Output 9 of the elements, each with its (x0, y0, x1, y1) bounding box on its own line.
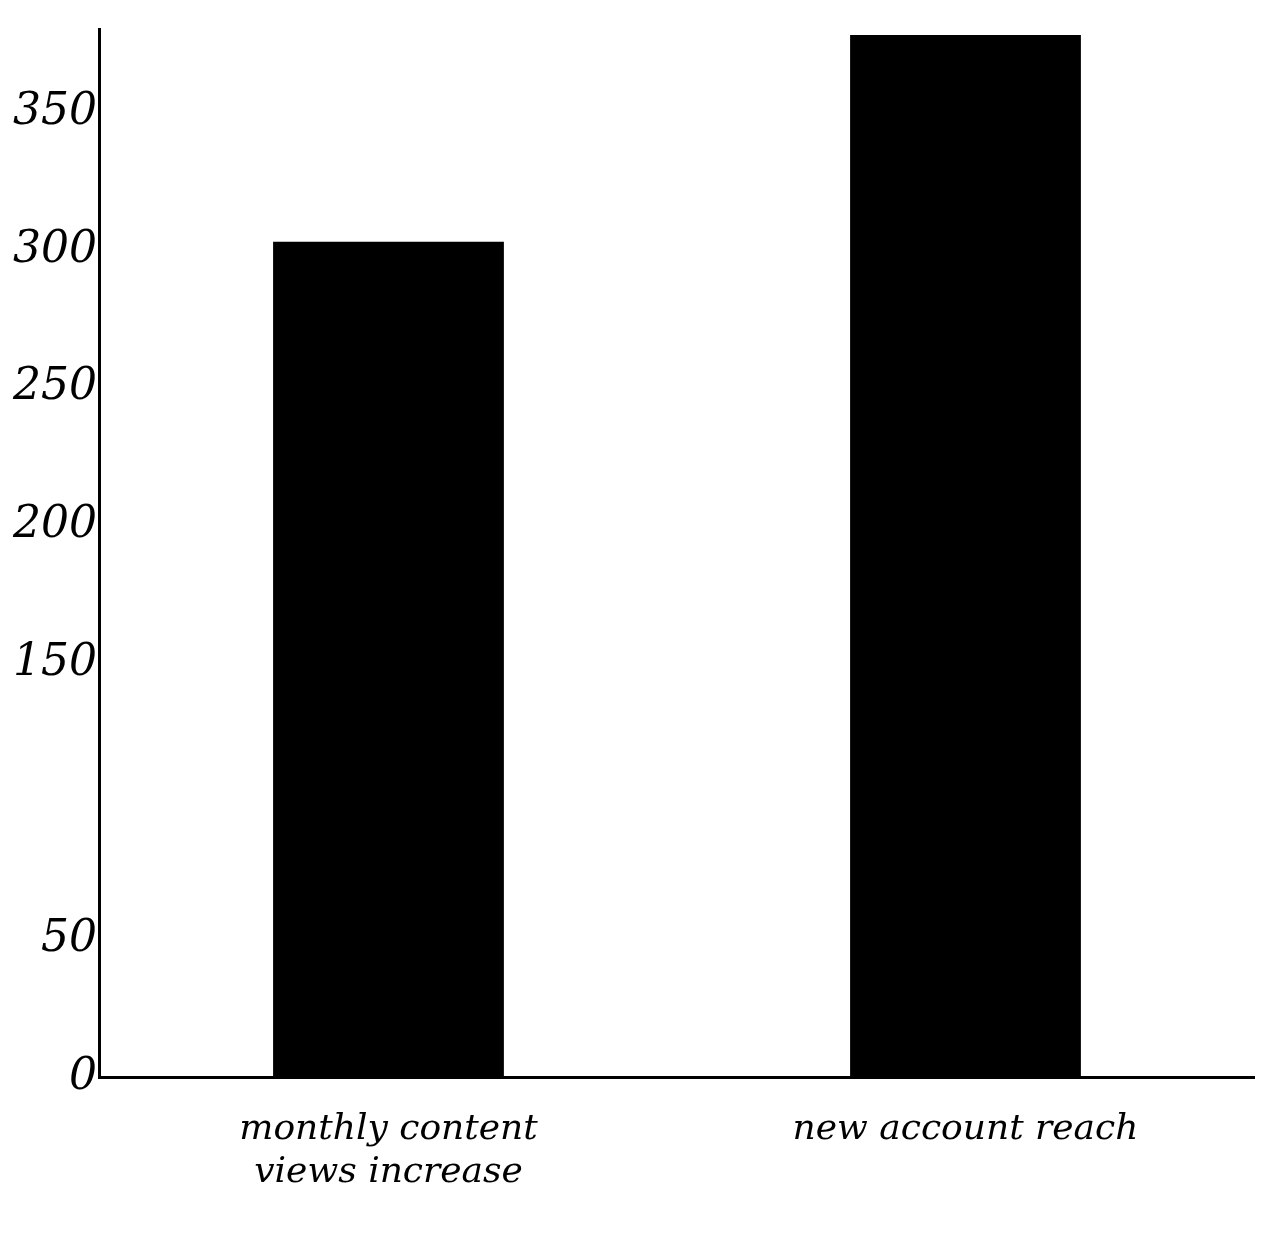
x-tick-label: new account reach (792, 1105, 1139, 1147)
x-tick-label: monthly content views increase (239, 1105, 539, 1190)
y-tick-label: 300 (13, 220, 97, 272)
y-tick-label: 150 (13, 634, 97, 686)
y-tick-label: 250 (12, 358, 97, 410)
y-tick-label: 0 (68, 1048, 97, 1100)
y-tick-label: 200 (12, 496, 97, 548)
y-tick-label: 50 (40, 910, 97, 962)
y-tick-label: 350 (13, 82, 97, 134)
